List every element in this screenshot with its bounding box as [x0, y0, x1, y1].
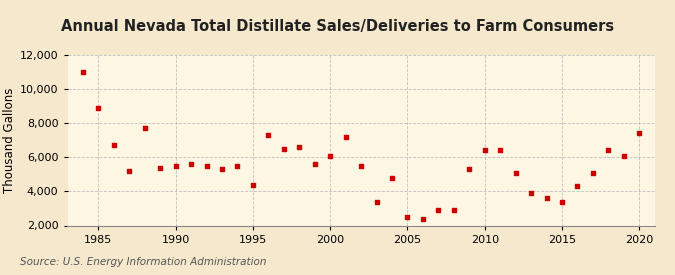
- Point: [109, 143, 119, 148]
- Point: [618, 153, 629, 158]
- Point: [557, 199, 568, 204]
- Text: Source: U.S. Energy Information Administration: Source: U.S. Energy Information Administ…: [20, 257, 267, 267]
- Point: [541, 196, 552, 200]
- Point: [279, 147, 290, 151]
- Point: [387, 175, 398, 180]
- Point: [510, 170, 521, 175]
- Point: [433, 208, 443, 212]
- Y-axis label: Thousand Gallons: Thousand Gallons: [3, 87, 16, 193]
- Point: [634, 131, 645, 136]
- Point: [325, 153, 335, 158]
- Point: [170, 164, 181, 168]
- Point: [155, 165, 165, 170]
- Point: [232, 164, 243, 168]
- Point: [309, 162, 320, 166]
- Text: Annual Nevada Total Distillate Sales/Deliveries to Farm Consumers: Annual Nevada Total Distillate Sales/Del…: [61, 19, 614, 34]
- Point: [248, 182, 259, 187]
- Point: [356, 164, 367, 168]
- Point: [340, 135, 351, 139]
- Point: [587, 170, 598, 175]
- Point: [448, 208, 459, 212]
- Point: [479, 148, 490, 153]
- Point: [371, 199, 382, 204]
- Point: [263, 133, 274, 137]
- Point: [526, 191, 537, 195]
- Point: [418, 216, 429, 221]
- Point: [78, 70, 88, 74]
- Point: [464, 167, 475, 171]
- Point: [93, 106, 104, 110]
- Point: [402, 215, 413, 219]
- Point: [294, 145, 304, 149]
- Point: [217, 167, 227, 171]
- Point: [603, 148, 614, 153]
- Point: [139, 126, 150, 131]
- Point: [124, 169, 135, 173]
- Point: [201, 164, 212, 168]
- Point: [572, 184, 583, 188]
- Point: [186, 162, 196, 166]
- Point: [495, 148, 506, 153]
